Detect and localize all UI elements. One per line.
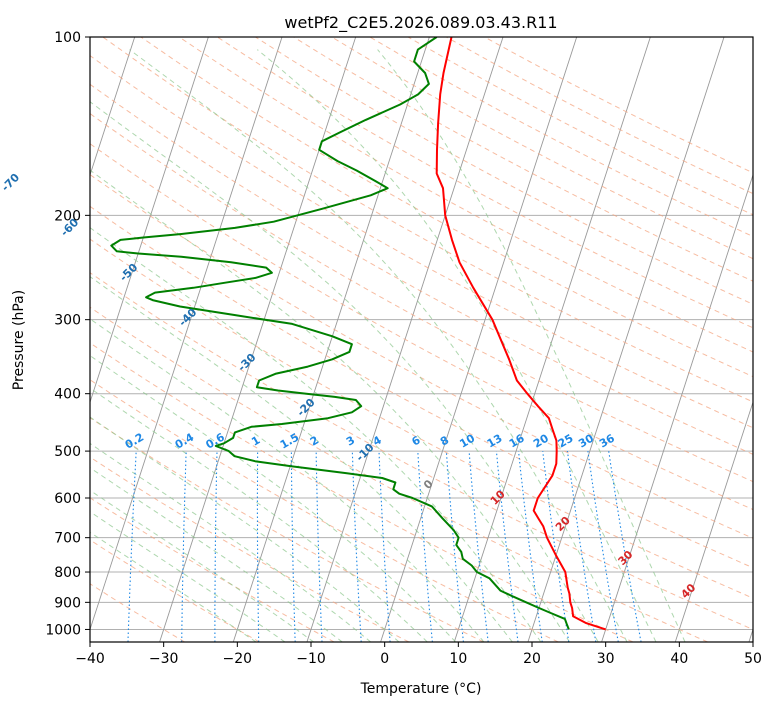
dry-adiabat-line <box>0 37 633 642</box>
y-tick-label: 500 <box>54 444 81 460</box>
y-axis-label: Pressure (hPa) <box>11 290 27 390</box>
dry-adiabat-line <box>0 37 708 642</box>
moist-adiabat-line <box>0 50 342 642</box>
y-tick-label: 900 <box>54 595 81 611</box>
mixing-ratio-line <box>588 451 618 642</box>
x-tick-label: 10 <box>449 651 467 667</box>
moist-adiabat-line <box>378 50 685 642</box>
x-axis-label: Temperature (°C) <box>360 681 482 697</box>
temperature-profile <box>437 37 606 629</box>
mixing-ratio-label: 8 <box>438 434 451 449</box>
isotherm-label: 10 <box>488 487 508 507</box>
x-tick-label: 0 <box>380 651 389 667</box>
dry-adiabat-line <box>484 37 775 642</box>
x-tick-label: −40 <box>75 651 105 667</box>
dry-adiabat-line <box>0 37 185 642</box>
moist-adiabat-line <box>257 50 656 642</box>
isotherm-label: -70 <box>0 171 22 194</box>
dry-adiabat-line <box>65 37 775 642</box>
moist-adiabat-line <box>0 50 484 642</box>
x-tick-label: −10 <box>296 651 326 667</box>
mixing-ratio-label: 3 <box>344 434 357 449</box>
y-tick-label: 700 <box>54 531 81 547</box>
mixing-ratio-line <box>215 451 217 642</box>
mixing-ratio-label: 1 <box>249 434 262 449</box>
isotherm-line <box>86 37 282 642</box>
dry-adiabat-line <box>294 37 775 642</box>
moist-adiabat-line <box>0 50 399 642</box>
y-tick-label: 800 <box>54 565 81 581</box>
mixing-ratio-label: 1.5 <box>278 431 301 452</box>
mixing-ratio-line <box>543 451 569 642</box>
y-tick-label: 200 <box>54 208 81 224</box>
dry-adiabat-line <box>179 37 775 642</box>
dry-adiabat-line <box>217 37 775 642</box>
x-tick-label: 50 <box>744 651 762 667</box>
dry-adiabat-line <box>27 37 775 642</box>
dry-adiabat-line <box>0 37 259 642</box>
isotherm-label: -20 <box>294 396 317 419</box>
isotherm-label: -10 <box>353 441 376 464</box>
mixing-ratio-label: 2 <box>308 434 321 449</box>
mixing-ratio-label: 0.2 <box>123 431 146 452</box>
mixing-ratio-line <box>257 451 258 642</box>
mixing-ratio-label: 36 <box>597 431 617 450</box>
dry-adiabat-line <box>141 37 775 642</box>
y-tick-label: 300 <box>54 313 81 329</box>
isotherm-line <box>381 37 577 642</box>
dry-adiabat-line <box>408 37 775 642</box>
moist-adiabat-line <box>0 50 570 642</box>
moist-adiabat-line <box>0 50 285 642</box>
x-tick-label: 20 <box>523 651 541 667</box>
isotherm-label: 20 <box>553 514 573 534</box>
dry-adiabat-line <box>0 37 558 642</box>
isotherm-line <box>0 37 61 642</box>
mixing-ratio-label: 16 <box>507 431 527 450</box>
mixing-ratio-label: 20 <box>531 431 551 450</box>
isotherm-label: -30 <box>235 351 258 374</box>
mixing-ratio-label: 10 <box>457 431 477 450</box>
y-tick-label: 100 <box>54 30 81 46</box>
isotherm-label: -50 <box>117 261 140 284</box>
mixing-ratio-line <box>291 451 295 642</box>
x-tick-label: 40 <box>670 651 688 667</box>
moist-adiabat-line <box>0 50 541 642</box>
mixing-ratio-label: 25 <box>556 432 576 451</box>
y-tick-label: 400 <box>54 387 81 403</box>
isotherm-line <box>160 37 356 642</box>
y-tick-label: 600 <box>54 491 81 507</box>
x-tick-label: −20 <box>223 651 253 667</box>
moist-adiabat-line <box>0 50 456 642</box>
y-tick-label: 1000 <box>45 622 81 638</box>
mixing-ratio-label: 13 <box>485 432 505 451</box>
dry-adiabat-line <box>0 37 334 642</box>
chart-title: wetPf2_C2E5.2026.089.03.43.R11 <box>284 13 557 33</box>
x-tick-label: −30 <box>149 651 179 667</box>
mixing-ratio-label: 0.4 <box>173 430 197 451</box>
isotherm-line <box>454 37 650 642</box>
isotherm-line <box>233 37 429 642</box>
moist-adiabat-line <box>0 50 314 642</box>
mixing-ratio-line <box>128 451 136 642</box>
x-tick-label: 30 <box>597 651 615 667</box>
mixing-ratio-label: 6 <box>409 433 422 448</box>
dry-adiabat-line <box>255 37 775 642</box>
mixing-ratio-label: 30 <box>576 431 596 450</box>
